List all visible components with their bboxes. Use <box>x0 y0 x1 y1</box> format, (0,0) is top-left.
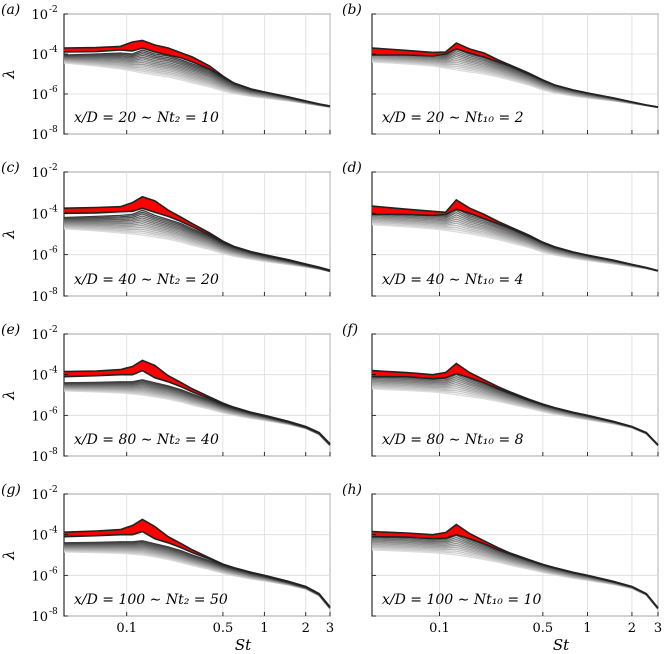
panel-annotation: x/D = 20 ∼ Nt₁₀ = 2 <box>382 110 524 126</box>
second-gain-curve <box>63 369 331 445</box>
y-tick-label: 10 <box>31 8 48 23</box>
y-tick-exponent: -8 <box>49 287 58 297</box>
panel-label: (a) <box>1 2 20 18</box>
panel-annotation: x/D = 80 ∼ Nt₂ = 40 <box>74 432 219 448</box>
second-gain-curve <box>371 533 659 609</box>
second-gain-curve <box>63 530 331 608</box>
panel-h: 0.1 0.5 1 2 3 St (h) x/D = 100 ∼ Nt₁₀ = 10 <box>342 482 662 654</box>
y-tick-exponent: -6 <box>49 246 58 256</box>
panel-annotation: x/D = 20 ∼ Nt₂ = 10 <box>74 110 219 126</box>
panel-label: (h) <box>342 482 362 498</box>
y-tick-label: 10 <box>31 88 48 103</box>
y-tick-exponent: -2 <box>49 485 58 495</box>
second-gain-curve <box>63 207 331 272</box>
y-tick-exponent: -6 <box>49 566 58 576</box>
x-tick-label: 1 <box>260 621 268 636</box>
y-tick-exponent: -2 <box>49 163 58 173</box>
panel-label: (f) <box>342 322 358 338</box>
panel-annotation: x/D = 40 ∼ Nt₁₀ = 4 <box>382 272 524 288</box>
panel-label: (d) <box>342 160 362 176</box>
x-tick-label: 0.1 <box>116 621 137 636</box>
y-tick-label: 10 <box>31 128 48 143</box>
y-tick-exponent: -4 <box>49 45 58 55</box>
panel-c: 10-810-610-410 -2λ(c)x/D = 40 ∼ Nt₂ = 20 <box>0 160 331 305</box>
x-tick-label: 2 <box>628 621 636 636</box>
panel-a: 10-810-610-410 -2λ(a)x/D = 20 ∼ Nt₂ = 10 <box>0 2 331 143</box>
panel-label: (e) <box>1 322 20 338</box>
x-tick-label: 3 <box>326 621 334 636</box>
y-tick-exponent: -4 <box>49 366 58 376</box>
y-tick-label: 10 <box>31 207 48 222</box>
panel-annotation: x/D = 40 ∼ Nt₂ = 20 <box>74 272 219 288</box>
y-axis-label: λ <box>0 69 18 80</box>
panel-f: (f) x/D = 80 ∼ Nt₁₀ = 8 <box>342 322 659 457</box>
y-tick-exponent: -4 <box>49 526 58 536</box>
panel-label: (b) <box>342 2 362 18</box>
panel-annotation: x/D = 80 ∼ Nt₁₀ = 8 <box>382 432 524 448</box>
y-tick-label: 10 <box>31 488 48 503</box>
y-tick-exponent: -6 <box>49 85 58 95</box>
y-tick-label: 10 <box>31 409 48 424</box>
y-tick-label: 10 <box>31 450 48 465</box>
second-gain-curve <box>372 48 659 108</box>
y-tick-label: 10 <box>31 48 48 63</box>
y-tick-exponent: -8 <box>49 125 58 135</box>
x-tick-label: 0.1 <box>429 621 450 636</box>
x-axis-label: St <box>235 636 252 654</box>
y-axis-label: λ <box>0 390 18 401</box>
y-tick-label: 10 <box>31 369 48 384</box>
x-axis-label: St <box>553 636 570 654</box>
y-tick-exponent: -4 <box>49 204 58 214</box>
y-axis-label: λ <box>0 550 18 561</box>
y-tick-exponent: -8 <box>49 447 58 457</box>
x-tick-label: 1 <box>583 621 591 636</box>
panel-e: 10-810-610-410 -2λ(e)x/D = 80 ∼ Nt₂ = 40 <box>0 322 331 465</box>
x-tick-label: 0.5 <box>533 621 554 636</box>
second-gain-curve <box>372 208 659 272</box>
panel-d: (d) x/D = 40 ∼ Nt₁₀ = 4 <box>342 160 659 297</box>
x-tick-label: 3 <box>654 621 662 636</box>
y-tick-label: 10 <box>31 249 48 264</box>
panel-annotation: x/D = 100 ∼ Nt₁₀ = 10 <box>382 592 541 608</box>
y-tick-exponent: -2 <box>49 325 58 335</box>
y-tick-label: 10 <box>31 328 48 343</box>
second-gain-curve <box>372 372 659 446</box>
panel-annotation: x/D = 100 ∼ Nt₂ = 50 <box>74 592 228 608</box>
y-tick-label: 10 <box>31 166 48 181</box>
second-gain-curve <box>63 47 331 107</box>
y-tick-label: 10 <box>31 610 48 625</box>
x-tick-label: 2 <box>302 621 310 636</box>
panel-label: (g) <box>1 482 21 498</box>
y-axis-label: λ <box>0 229 18 240</box>
y-tick-label: 10 <box>31 529 48 544</box>
y-tick-exponent: -8 <box>49 607 58 617</box>
panel-b: (b) x/D = 20 ∼ Nt₁₀ = 2 <box>342 2 659 135</box>
panel-label: (c) <box>1 160 20 176</box>
x-tick-label: 0.5 <box>213 621 234 636</box>
y-tick-exponent: -6 <box>49 406 58 416</box>
y-tick-label: 10 <box>31 569 48 584</box>
y-tick-label: 10 <box>31 290 48 305</box>
y-tick-exponent: -2 <box>49 5 58 15</box>
